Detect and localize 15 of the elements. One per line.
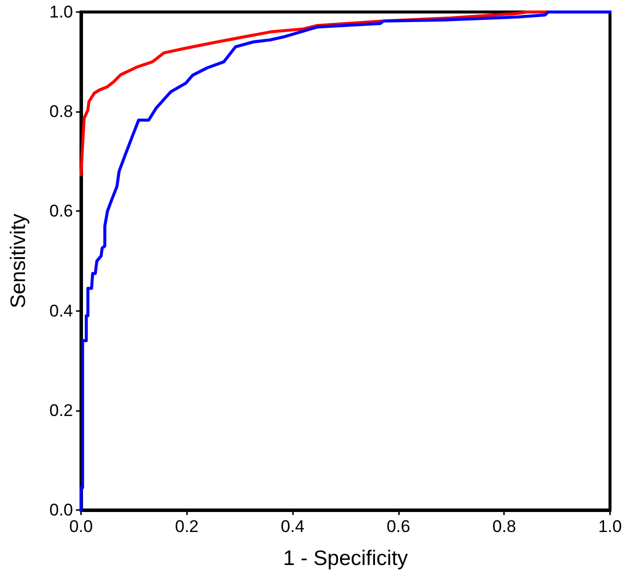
y-axis-title: Sensitivity bbox=[7, 213, 30, 308]
y-tick-label: 1.0 bbox=[49, 2, 73, 22]
y-tick-label: 0.6 bbox=[49, 202, 73, 221]
y-tick-label: 0.8 bbox=[49, 102, 73, 122]
x-tick-label: 0.8 bbox=[492, 517, 516, 536]
x-tick-label: 0.0 bbox=[69, 517, 93, 536]
x-tick-label: 1.0 bbox=[598, 517, 622, 536]
x-tick-label: 0.2 bbox=[174, 517, 199, 536]
y-tick-label: 0.0 bbox=[49, 500, 73, 520]
y-tick-label: 0.2 bbox=[49, 400, 73, 420]
x-axis-title: 1 - Specificity bbox=[283, 547, 408, 570]
x-tick-label: 0.4 bbox=[280, 517, 304, 536]
line-series bbox=[80, 10, 612, 512]
x-tick-label: 0.6 bbox=[386, 517, 410, 536]
y-tick-label: 0.4 bbox=[49, 301, 73, 320]
